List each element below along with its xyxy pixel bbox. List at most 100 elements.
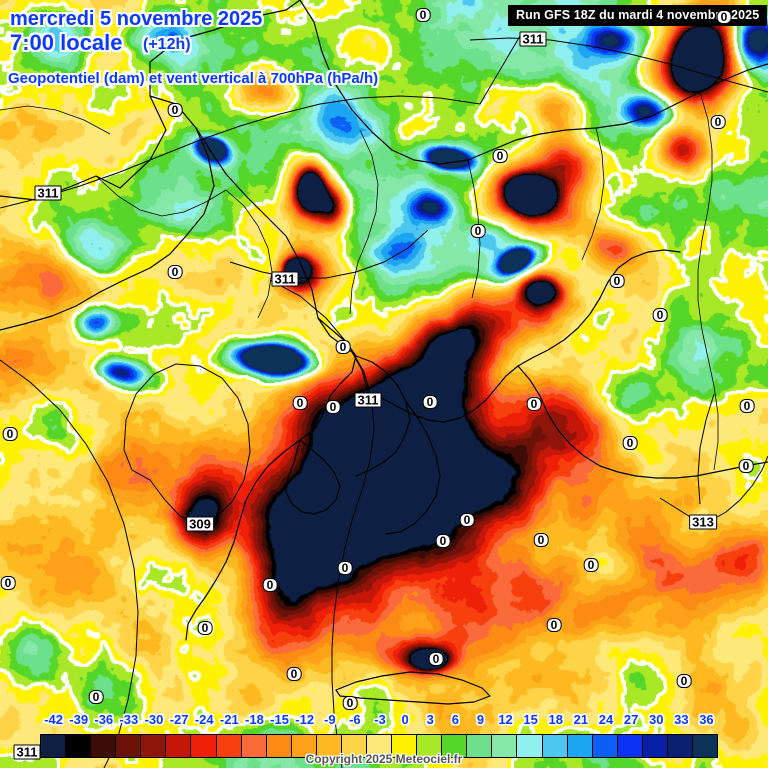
zero-vertical-velocity-label: 0: [470, 224, 486, 238]
forecast-offset-label: (+12h): [143, 36, 191, 53]
zero-vertical-velocity-label: 0: [342, 696, 358, 710]
zero-vertical-velocity-label: 0: [710, 115, 726, 129]
zero-vertical-velocity-label: 0: [492, 149, 508, 163]
coastline-layer: [0, 0, 768, 705]
legend-tick: 0: [401, 712, 409, 727]
zero-vertical-velocity-label: 0: [415, 8, 431, 22]
zero-vertical-velocity-label: 0: [262, 578, 278, 592]
map-parameter-label: Geopotentiel (dam) et vent vertical à 70…: [8, 70, 379, 87]
legend-tick: 15: [523, 712, 538, 727]
geopotential-contour-label: 311: [271, 271, 299, 287]
legend-swatch: [492, 735, 518, 757]
legend-swatch: [116, 735, 142, 757]
legend-tick: 27: [623, 712, 639, 727]
zero-vertical-velocity-label: 0: [2, 427, 18, 441]
legend-swatch: [41, 735, 67, 757]
legend-tick: -36: [94, 712, 114, 727]
legend-swatch: [542, 735, 568, 757]
geopotential-contour-label: 311: [519, 31, 547, 47]
zero-vertical-velocity-label: 0: [337, 561, 353, 575]
zero-vertical-velocity-label: 0: [325, 400, 341, 414]
zero-vertical-velocity-label: 0: [0, 576, 16, 590]
legend-tick: 12: [498, 712, 513, 727]
legend-swatch: [417, 735, 443, 757]
zero-vertical-velocity-label: 0: [422, 395, 438, 409]
legend-color-bar: [40, 734, 718, 758]
legend-swatch: [367, 735, 393, 757]
legend-tick: -24: [194, 712, 214, 727]
zero-vertical-velocity-label: 0: [335, 340, 351, 354]
forecast-date-label: mercredi 5 novembre 2025: [10, 8, 263, 30]
forecast-time-label: 7:00 locale: [10, 30, 123, 55]
zero-vertical-velocity-label: 0: [167, 265, 183, 279]
legend-tick: -12: [295, 712, 315, 727]
legend-swatch: [517, 735, 543, 757]
legend-swatch: [266, 735, 292, 757]
legend-tick: 36: [699, 712, 714, 727]
legend-tick: 21: [573, 712, 589, 727]
zero-vertical-velocity-label: 0: [652, 308, 668, 322]
zero-vertical-velocity-label: 0: [286, 667, 302, 681]
zero-vertical-velocity-label: 0: [738, 459, 754, 473]
legend-tick: -9: [323, 712, 336, 727]
legend-swatch: [166, 735, 192, 757]
geopotential-contour-label: 313: [689, 514, 717, 530]
zero-vertical-velocity-label: 0: [739, 399, 755, 413]
legend-tick: 24: [598, 712, 614, 727]
zero-vertical-velocity-label: 0: [428, 652, 444, 666]
legend-tick: -33: [119, 712, 139, 727]
legend-tick: 30: [648, 712, 664, 727]
zero-vertical-velocity-label: 0: [622, 436, 638, 450]
legend-tick: -39: [69, 712, 89, 727]
legend-tick: -27: [169, 712, 189, 727]
legend-tick: -30: [144, 712, 164, 727]
legend-swatch: [442, 735, 468, 757]
legend-tick-labels: -42 -39 -36 -33 -30 -27 -24 -21 -18 -15 -12 -9 -6 -3 0…: [0, 712, 768, 734]
legend-swatch: [291, 735, 317, 757]
geopotential-contour-label: 309: [186, 516, 214, 532]
legend-tick: -3: [374, 712, 386, 727]
legend-tick: 9: [476, 712, 485, 727]
legend-swatch: [341, 735, 368, 757]
legend-swatch: [592, 735, 618, 757]
legend-tick: -42: [44, 712, 63, 727]
geopotential-contour-layer: [0, 35, 768, 768]
legend-tick: -15: [270, 712, 289, 727]
legend-tick: 6: [451, 712, 459, 727]
zero-vertical-velocity-label: 0: [676, 674, 692, 688]
zero-vertical-velocity-label: 0: [167, 103, 183, 117]
legend-swatch: [191, 735, 217, 757]
zero-vertical-velocity-label: 0: [716, 10, 732, 24]
legend-swatch: [316, 735, 342, 757]
zero-vertical-velocity-label: 0: [609, 274, 625, 288]
legend-tick: -18: [245, 712, 264, 727]
zero-vertical-velocity-label: 0: [197, 621, 213, 635]
legend-swatch: [392, 735, 418, 757]
zero-vertical-velocity-label: 0: [459, 513, 475, 527]
zero-vertical-velocity-label: 0: [435, 534, 451, 548]
legend-swatch: [141, 735, 167, 757]
legend-swatch: [241, 735, 267, 757]
legend-swatch: [467, 735, 493, 757]
legend-swatch: [567, 735, 593, 757]
legend-swatch: [216, 735, 242, 757]
zero-vertical-velocity-label: 0: [546, 618, 562, 632]
political-border-layer: [0, 91, 719, 471]
legend-swatch: [91, 735, 117, 757]
zero-vertical-velocity-label: 0: [88, 690, 104, 704]
geopotential-contour-label: 311: [354, 392, 382, 408]
legend-tick: -21: [219, 712, 239, 727]
legend-swatch: [642, 735, 668, 757]
geopotential-contour-label: 311: [34, 185, 62, 201]
legend-tick: -6: [349, 712, 361, 727]
legend-tick: 18: [548, 712, 563, 727]
legend-swatch: [693, 735, 718, 757]
model-run-banner: Run GFS 18Z du mardi 4 novembre 2025: [508, 5, 768, 26]
geopotential-contour-label: 311: [13, 744, 41, 760]
zero-vertical-velocity-label: 0: [292, 396, 308, 410]
zero-vertical-velocity-label: 0: [583, 558, 599, 572]
legend-tick: 3: [426, 712, 434, 727]
